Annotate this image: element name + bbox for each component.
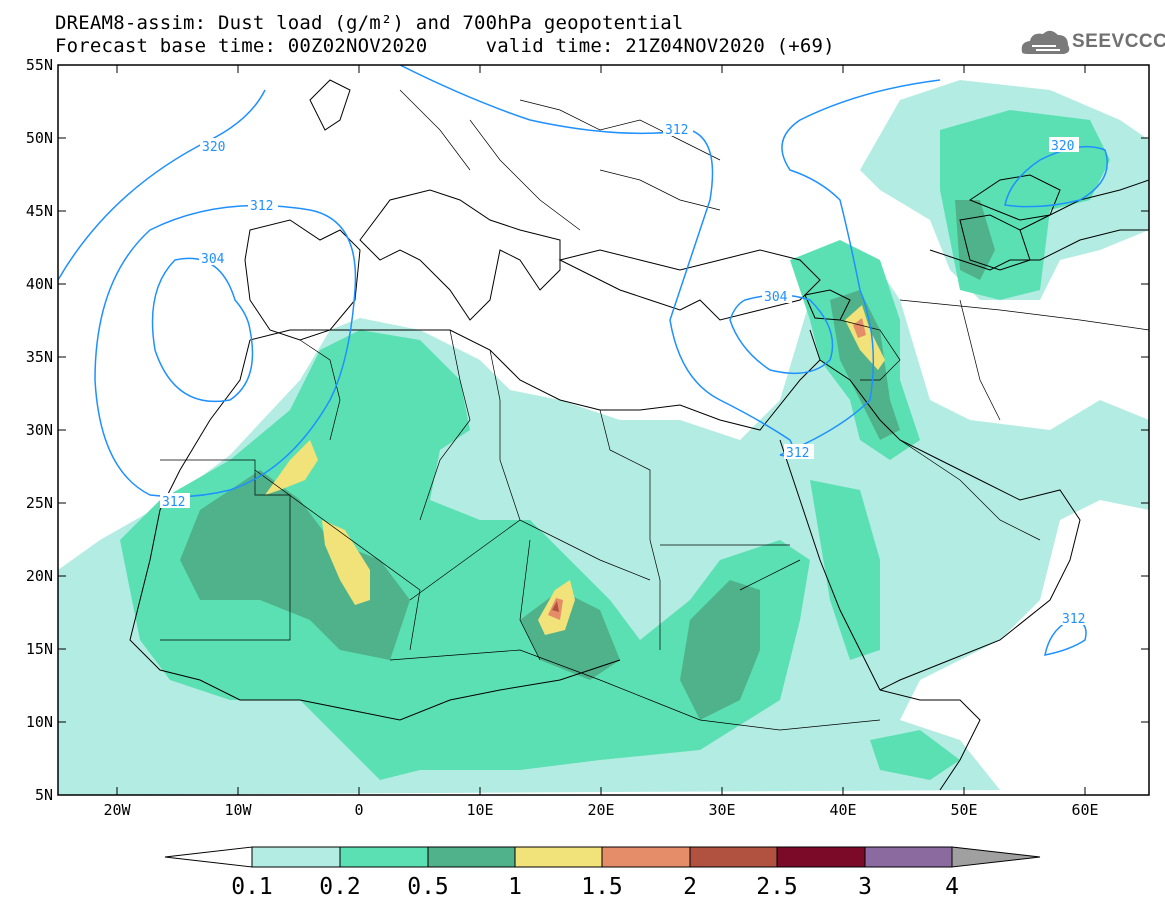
lon-label: 40E bbox=[829, 801, 856, 819]
colorbar bbox=[164, 846, 1041, 868]
lon-label: 10E bbox=[466, 801, 493, 819]
lon-label: 0 bbox=[354, 801, 363, 819]
contour-label: 304 bbox=[201, 252, 225, 267]
lon-label: 50E bbox=[950, 801, 977, 819]
country-borders bbox=[160, 89, 1149, 731]
contour-labels: 320 312 304 312 304 312 312 320 312 bbox=[160, 121, 1090, 627]
colorbar-label: 1.5 bbox=[581, 874, 623, 900]
lat-label: 10N bbox=[26, 713, 53, 731]
colorbar-label: 4 bbox=[945, 874, 959, 900]
colorbar-label: 0.2 bbox=[319, 874, 361, 900]
colorbar-label: 0.5 bbox=[407, 874, 449, 900]
contour-label: 320 bbox=[202, 140, 225, 155]
colorbar-swatch bbox=[689, 846, 778, 868]
colorbar-label: 0.1 bbox=[231, 874, 273, 900]
colorbar-swatch bbox=[514, 846, 603, 868]
colorbar-swatch bbox=[251, 846, 341, 868]
lat-label: 45N bbox=[26, 202, 53, 220]
map-title: DREAM8-assim: Dust load (g/m²) and 700hP… bbox=[55, 12, 684, 34]
lon-label: 20W bbox=[103, 801, 131, 819]
contour-label: 312 bbox=[1062, 612, 1085, 627]
coastlines bbox=[129, 79, 1149, 791]
colorbar-swatch bbox=[864, 846, 953, 868]
geopotential-contours bbox=[58, 65, 1108, 656]
contour-label: 312 bbox=[162, 495, 185, 510]
contour-label: 312 bbox=[786, 446, 809, 461]
colorbar-swatch bbox=[601, 846, 691, 868]
latitude-ticks bbox=[58, 64, 1149, 796]
lat-label: 40N bbox=[26, 275, 53, 293]
colorbar-swatch bbox=[951, 846, 1041, 868]
colorbar-label: 1 bbox=[508, 874, 522, 900]
contour-label: 304 bbox=[764, 290, 788, 305]
colorbar-label: 2 bbox=[683, 874, 697, 900]
lat-label: 30N bbox=[26, 421, 53, 439]
lat-label: 50N bbox=[26, 129, 53, 147]
colorbar-swatch bbox=[776, 846, 866, 868]
colorbar-labels: 0.1 0.2 0.5 1 1.5 2 2.5 3 4 bbox=[231, 874, 959, 900]
colorbar-swatch bbox=[339, 846, 429, 868]
lon-label: 20E bbox=[587, 801, 614, 819]
colorbar-label: 3 bbox=[858, 874, 872, 900]
lon-label: 60E bbox=[1071, 801, 1098, 819]
contour-label: 320 bbox=[1051, 139, 1074, 154]
longitude-ticks bbox=[116, 65, 1086, 795]
forecast-time: Forecast base time: 00Z02NOV2020 valid t… bbox=[55, 35, 835, 57]
logo-text: SEEVCCC bbox=[1072, 31, 1165, 52]
lat-label: 20N bbox=[26, 567, 53, 585]
longitude-labels: 20W 10W 0 10E 20E 30E 40E 50E 60E bbox=[103, 801, 1098, 819]
lat-label: 15N bbox=[26, 640, 53, 658]
contour-label: 312 bbox=[665, 123, 688, 138]
cloud-icon bbox=[1021, 30, 1070, 54]
lat-label: 5N bbox=[35, 786, 53, 804]
lat-label: 35N bbox=[26, 348, 53, 366]
latitude-labels: 55N 50N 45N 40N 35N 30N 25N 20N 15N 10N … bbox=[26, 56, 53, 804]
colorbar-label: 2.5 bbox=[756, 874, 798, 900]
lat-label: 25N bbox=[26, 494, 53, 512]
lon-label: 30E bbox=[708, 801, 735, 819]
contour-label: 312 bbox=[250, 199, 273, 214]
colorbar-swatch bbox=[427, 846, 516, 868]
colorbar-swatch bbox=[164, 846, 253, 868]
dust-shading bbox=[58, 80, 1149, 795]
lat-label: 55N bbox=[26, 56, 53, 74]
lon-label: 10W bbox=[224, 801, 252, 819]
